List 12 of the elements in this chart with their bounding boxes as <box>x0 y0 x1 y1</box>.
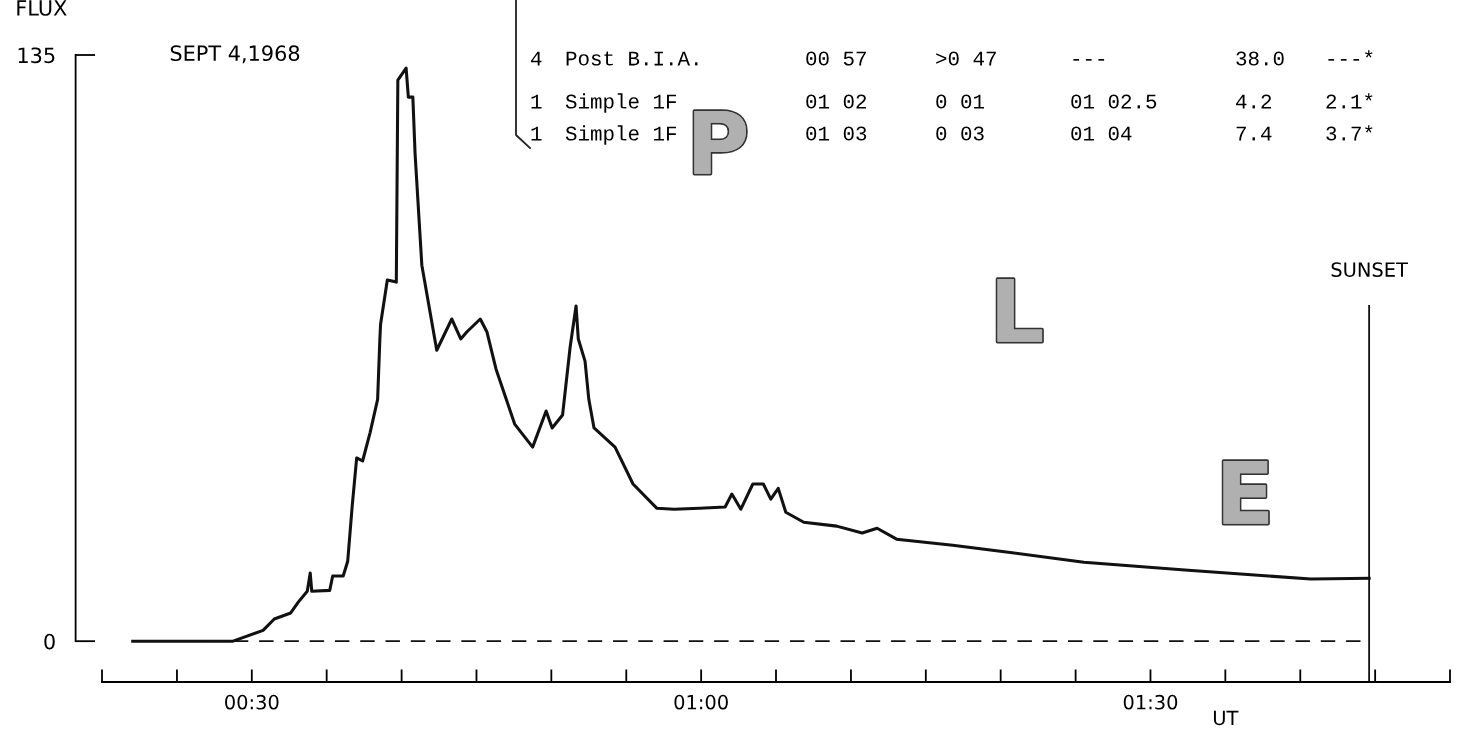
x-tick-label: 01:30 <box>1123 694 1178 710</box>
annotation: L <box>997 278 1043 342</box>
x-tick-label: 00:30 <box>225 694 279 710</box>
x-tick-label: 01:00 <box>674 694 728 710</box>
ref-line-label: SUNSET <box>1331 262 1408 277</box>
y-tick-label: 135 <box>18 47 55 64</box>
text: 4 Post B.I.A. 00 57 >0 47 --- 38.0 ---* <box>531 50 1373 66</box>
y-axis-title: FLUX <box>17 0 67 16</box>
chart-title: SEPT 4,1968 <box>170 45 300 64</box>
annotation: E <box>1223 460 1269 524</box>
x-axis-title: UT <box>1213 710 1239 726</box>
y-tick-label: 0 <box>44 633 55 650</box>
